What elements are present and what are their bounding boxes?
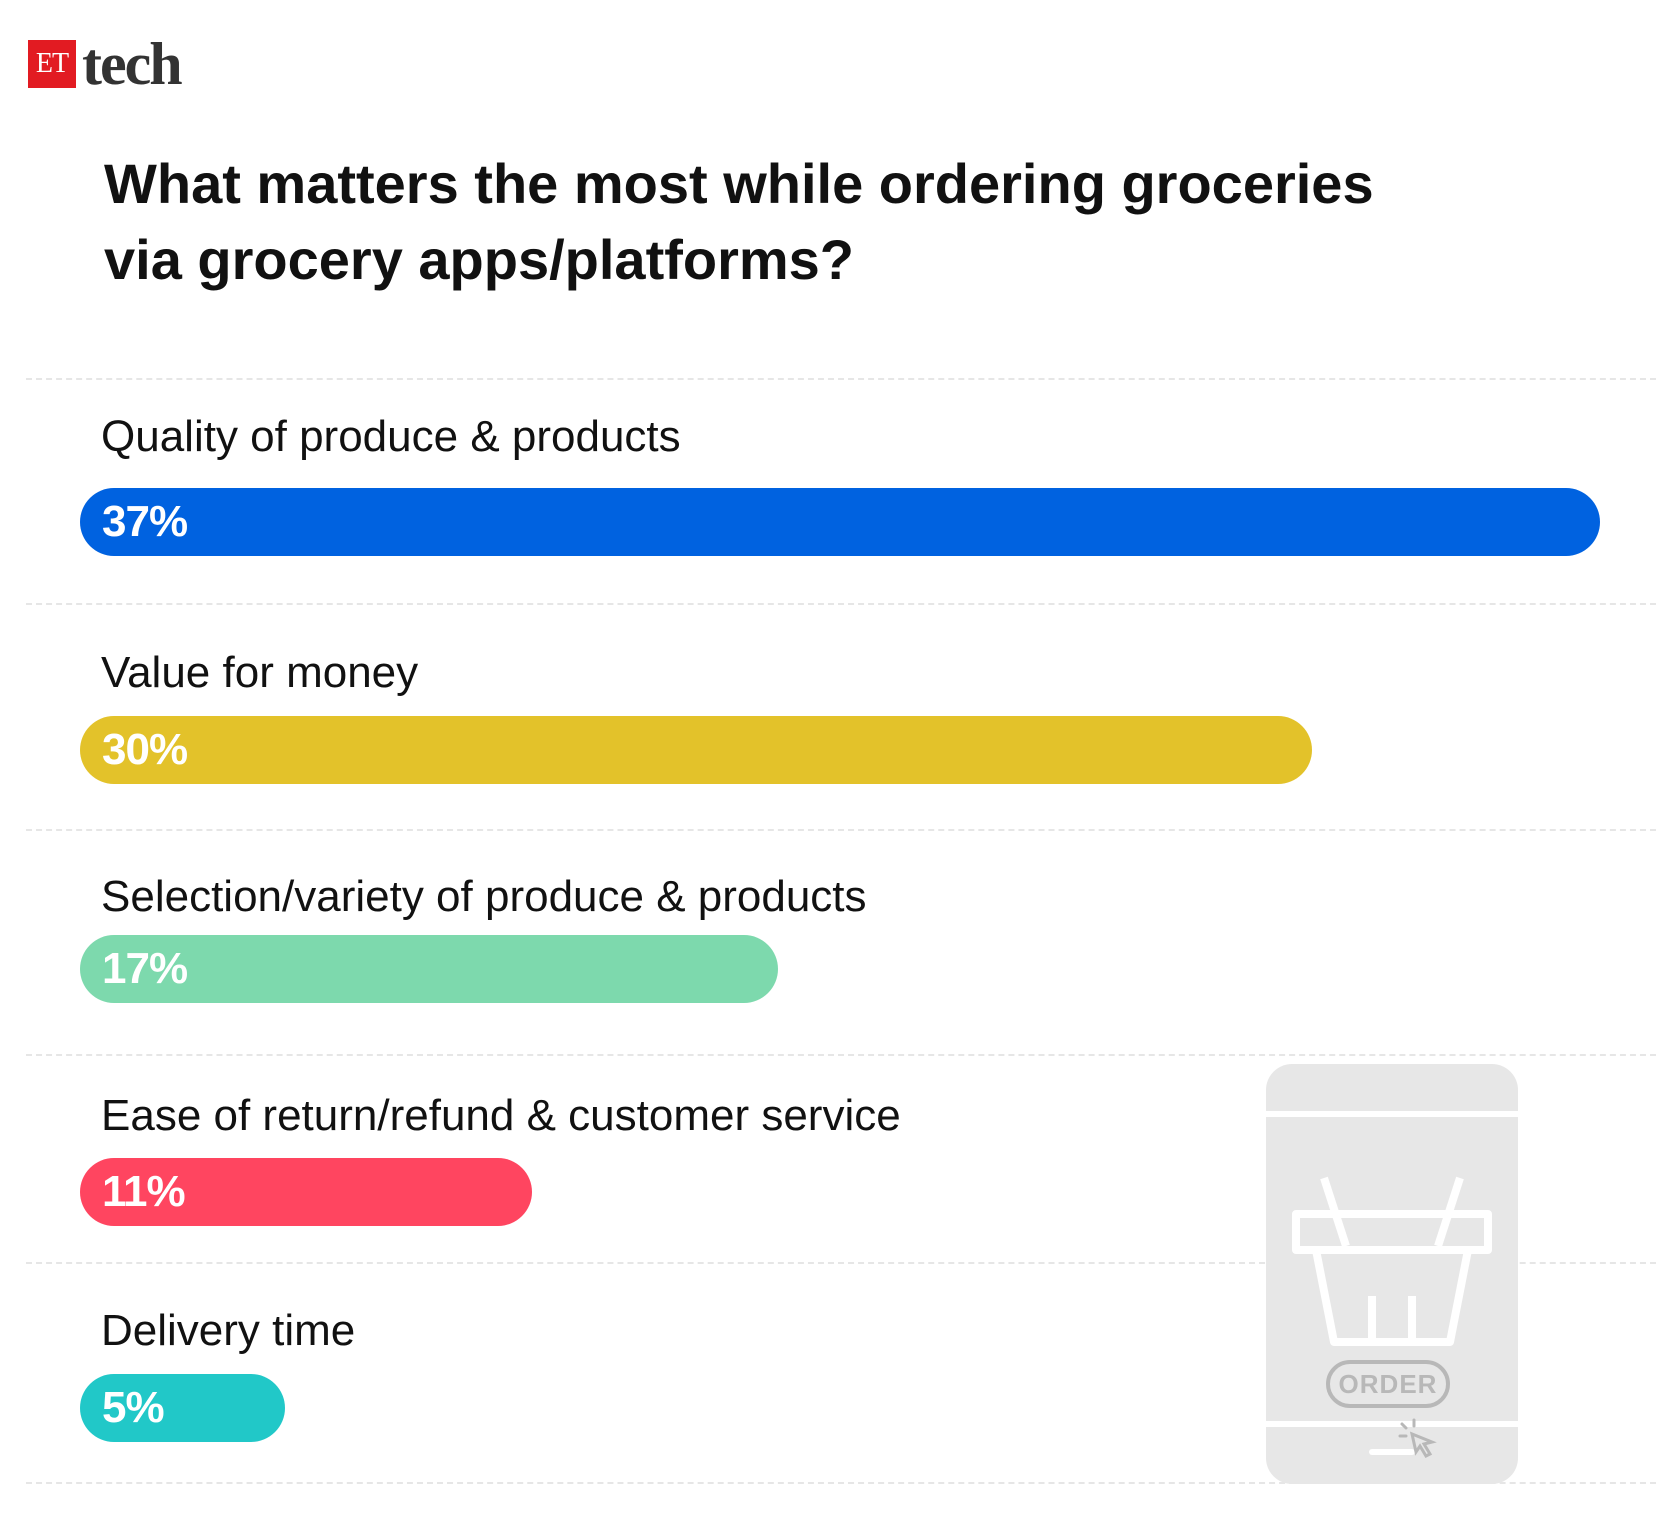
row-divider (26, 1054, 1656, 1056)
logo-mark: ET (28, 40, 76, 88)
category-label: Selection/variety of produce & products (101, 872, 867, 921)
phone-basket-illustration: ORDER (1266, 1064, 1518, 1484)
category-label: Value for money (101, 648, 419, 697)
order-pill (1326, 1360, 1450, 1408)
row-divider (26, 1482, 1656, 1484)
chart-title-line-2: via grocery apps/platforms? (104, 228, 855, 291)
bar-value-label: 5% (102, 1383, 165, 1432)
category-label: Quality of produce & products (101, 412, 681, 461)
bar: 5% (80, 1374, 285, 1442)
bar-value-label: 37% (102, 497, 188, 546)
bar-value-label: 11% (102, 1167, 186, 1216)
logo-wordmark: tech (82, 31, 183, 97)
bar: 37% (80, 488, 1600, 556)
shopping-basket-icon (1292, 1176, 1492, 1346)
row-divider (26, 1262, 1656, 1264)
bar: 11% (80, 1158, 532, 1226)
category-label: Delivery time (101, 1306, 356, 1355)
row-divider (26, 603, 1656, 605)
chart-title: What matters the most while ordering gro… (104, 146, 1524, 298)
et-tech-logo: ET tech (28, 31, 183, 97)
bar: 17% (80, 935, 778, 1003)
category-label: Ease of return/refund & customer service (101, 1091, 901, 1140)
cursor-click-icon (1398, 1418, 1437, 1458)
row-divider (26, 829, 1656, 831)
bar-value-label: 17% (102, 944, 188, 993)
row-divider (26, 378, 1656, 380)
bar: 30% (80, 716, 1312, 784)
chart-title-line-1: What matters the most while ordering gro… (104, 152, 1374, 215)
order-label: ORDER (1339, 1369, 1438, 1399)
bar-value-label: 30% (102, 725, 188, 774)
